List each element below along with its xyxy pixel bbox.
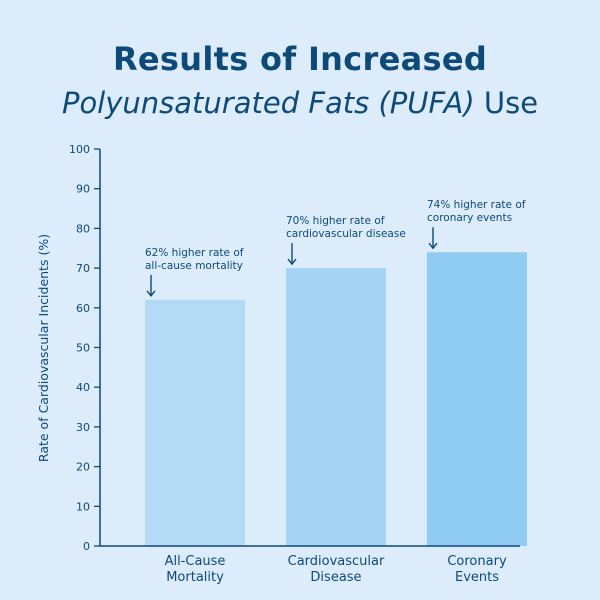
chart-title-line1: Results of Increased xyxy=(112,40,488,78)
y-tick-label-0: 0 xyxy=(83,540,90,553)
x-tick-label-2-1: Cardiovascular xyxy=(288,554,385,569)
bar-2 xyxy=(286,268,386,546)
y-tick-label-100: 100 xyxy=(69,143,90,156)
chart-title-line2: Polyunsaturated Fats (PUFA) Use xyxy=(0,86,600,120)
y-tick-label-50: 50 xyxy=(76,342,90,355)
bar-1 xyxy=(145,299,245,546)
y-tick-label-90: 90 xyxy=(76,183,90,196)
chart-title-plain: Use xyxy=(483,86,539,120)
y-axis-title: Rate of Cardiovascular Incidents (%) xyxy=(36,234,51,462)
annotation-2-line-2: cardiovascular disease xyxy=(286,228,406,240)
y-tick-label-10: 10 xyxy=(76,500,90,513)
annotation-2-line-1: 70% higher rate of xyxy=(286,215,385,227)
x-tick-label-2-2: Disease xyxy=(310,570,361,585)
y-tick-label-30: 30 xyxy=(76,421,90,434)
y-tick-label-60: 60 xyxy=(76,302,90,315)
annotation-arrow-head-1 xyxy=(146,290,156,297)
x-tick-label-3-1: Coronary xyxy=(447,554,507,569)
annotation-arrow-head-3 xyxy=(428,242,438,250)
annotation-arrow-head-2 xyxy=(287,258,297,266)
annotation-3-line-2: coronary events xyxy=(427,212,512,224)
y-tick-label-40: 40 xyxy=(76,381,90,394)
chart-title-italic: Polyunsaturated Fats (PUFA) xyxy=(61,86,475,120)
x-tick-label-1-1: All-Cause xyxy=(165,554,226,569)
y-tick-label-20: 20 xyxy=(76,461,90,474)
y-tick-label-80: 80 xyxy=(76,222,90,235)
x-tick-label-1-2: Mortality xyxy=(166,570,224,585)
annotation-1-line-2: all-cause mortality xyxy=(145,260,243,272)
bar-3 xyxy=(427,252,527,546)
x-tick-label-3-2: Events xyxy=(455,570,499,585)
y-tick-label-70: 70 xyxy=(76,262,90,275)
annotation-1-line-1: 62% higher rate of xyxy=(145,247,244,259)
annotation-3-line-1: 74% higher rate of xyxy=(427,199,526,211)
